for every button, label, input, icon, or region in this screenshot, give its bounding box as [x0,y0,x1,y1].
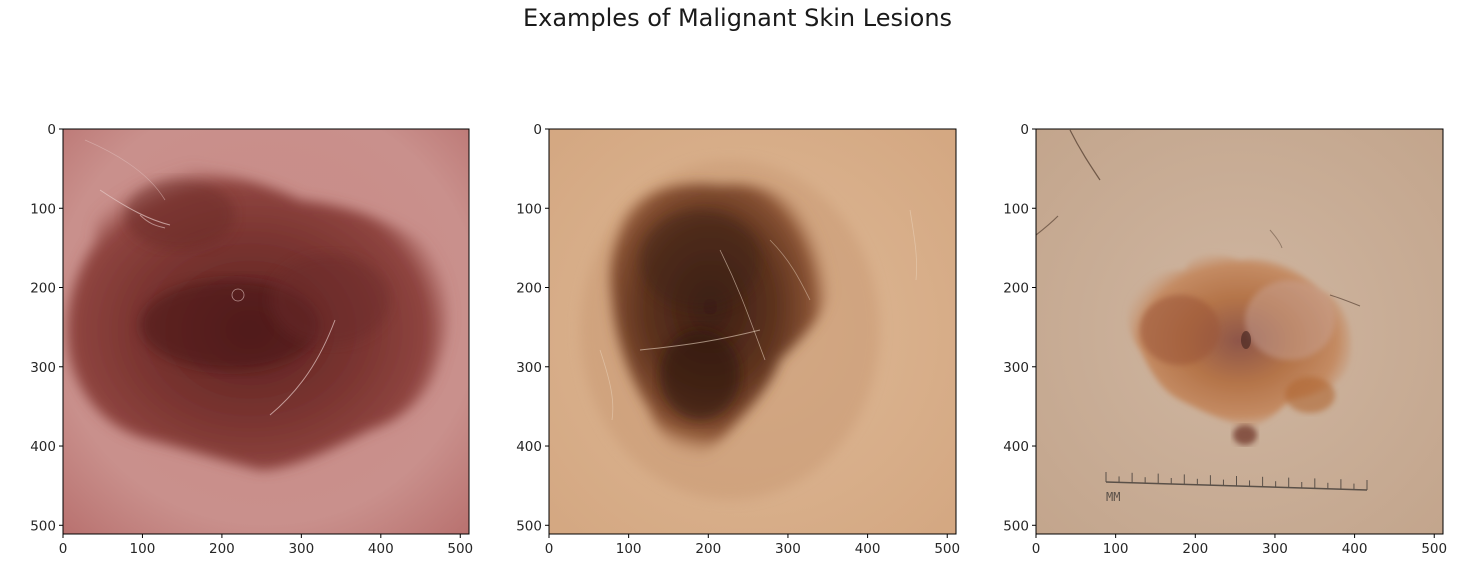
y-tick-label: 100 [1003,201,1029,217]
y-tick-label: 300 [30,360,56,376]
x-tick-label: 300 [1262,541,1288,557]
ruler: MM [1105,472,1368,504]
x-tick-label: 300 [775,541,801,557]
y-tick-label: 100 [30,201,56,217]
x-tick-label: 200 [1182,541,1208,557]
y-tick-label: 200 [1003,281,1029,297]
x-tick-label: 0 [59,541,68,557]
y-tick-label: 100 [516,201,542,217]
x-tick-label: 0 [1032,541,1041,557]
x-tick-label: 400 [1342,541,1368,557]
y-tick-label: 500 [30,518,56,534]
x-tick-label: 500 [447,541,473,557]
y-tick-label: 300 [1003,360,1029,376]
panel-1 [62,128,470,535]
x-tick-label: 500 [1421,541,1447,557]
y-tick-label: 400 [30,439,56,455]
x-tick-label: 100 [1103,541,1129,557]
x-tick-label: 100 [616,541,642,557]
x-tick-label: 400 [855,541,881,557]
lesion-image-3: MM [1036,129,1443,534]
y-tick-label: 400 [1003,439,1029,455]
figure-title: Examples of Malignant Skin Lesions [522,4,953,32]
x-tick-label: 0 [545,541,554,557]
axes-frame [548,128,957,535]
panel-2 [548,128,957,535]
panel-3: MM [1035,128,1444,535]
y-tick-label: 0 [1020,122,1029,138]
y-tick-label: 500 [1003,518,1029,534]
x-tick-label: 400 [368,541,394,557]
x-tick-label: 300 [288,541,314,557]
y-tick-label: 400 [516,439,542,455]
axes-frame [1035,128,1444,535]
y-tick-label: 300 [516,360,542,376]
y-tick-label: 0 [47,122,56,138]
x-tick-label: 200 [209,541,235,557]
lesion-image-1 [63,129,469,534]
y-tick-label: 200 [516,281,542,297]
ruler-label: MM [1106,490,1120,504]
axes-frame [62,128,470,535]
y-tick-label: 0 [533,122,542,138]
x-tick-label: 100 [130,541,156,557]
lesion-image-2 [549,129,956,534]
y-tick-label: 500 [516,518,542,534]
x-tick-label: 500 [934,541,960,557]
x-tick-label: 200 [695,541,721,557]
y-tick-label: 200 [30,281,56,297]
